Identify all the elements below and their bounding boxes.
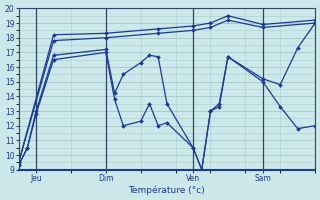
X-axis label: Température (°c): Température (°c) xyxy=(129,186,205,195)
